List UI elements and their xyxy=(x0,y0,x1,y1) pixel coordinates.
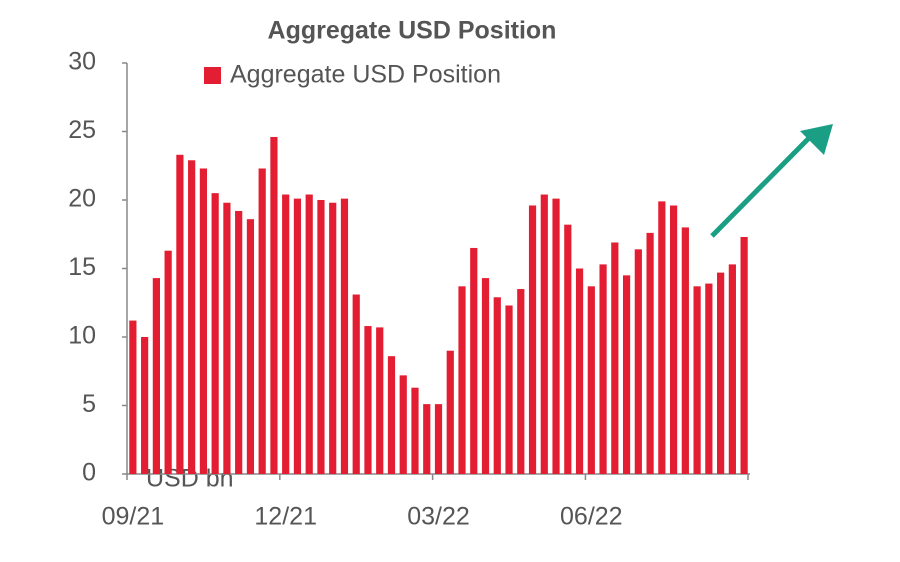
bar xyxy=(246,219,255,474)
chart-title: Aggregate USD Position xyxy=(268,17,557,45)
bar xyxy=(564,224,572,474)
bar xyxy=(517,289,525,474)
y-tick-label: 30 xyxy=(68,48,96,76)
y-tick-label: 0 xyxy=(82,459,96,487)
bar xyxy=(258,168,266,475)
bar xyxy=(658,201,666,474)
bar xyxy=(611,242,619,474)
x-tick-label: 03/22 xyxy=(407,503,470,531)
bar xyxy=(622,275,631,474)
bar xyxy=(152,278,160,474)
bar xyxy=(317,200,325,474)
bar xyxy=(141,337,149,474)
bar xyxy=(340,198,349,474)
bar xyxy=(493,297,501,474)
arrow-head xyxy=(800,124,833,155)
bar xyxy=(693,286,701,474)
y-tick-label: 10 xyxy=(68,322,96,350)
legend-swatch xyxy=(204,67,221,84)
arrow-shaft xyxy=(710,133,814,238)
y-tick-label: 20 xyxy=(68,185,96,213)
x-tick-label: 06/22 xyxy=(560,503,623,531)
bar xyxy=(669,205,678,475)
bar xyxy=(176,154,184,475)
bar xyxy=(481,278,490,474)
bar xyxy=(681,227,689,474)
bar xyxy=(717,272,725,474)
bar xyxy=(599,264,607,474)
bar xyxy=(505,305,513,474)
bar xyxy=(387,356,396,474)
bar xyxy=(411,387,419,474)
bar xyxy=(552,198,560,474)
bar xyxy=(199,168,208,475)
x-tick-label: 09/21 xyxy=(102,503,165,531)
bar xyxy=(470,247,478,474)
bar xyxy=(376,327,384,474)
bar xyxy=(282,194,290,474)
bar xyxy=(364,326,372,474)
bar xyxy=(458,286,466,474)
bar xyxy=(270,136,278,475)
bar xyxy=(129,320,137,474)
bar xyxy=(528,205,537,475)
bar xyxy=(705,283,713,474)
bar xyxy=(423,404,431,474)
legend-label: Aggregate USD Position xyxy=(230,61,501,89)
bar xyxy=(164,250,172,474)
bar xyxy=(740,236,748,474)
bar xyxy=(211,193,219,474)
bar xyxy=(575,268,584,474)
bar xyxy=(587,286,595,474)
trend-arrow xyxy=(710,124,833,238)
y-tick-label: 5 xyxy=(82,390,96,418)
bar xyxy=(540,194,548,474)
bar xyxy=(329,202,337,475)
y-tick-label: 15 xyxy=(68,253,96,281)
x-tick-label: 12/21 xyxy=(254,503,317,531)
bar xyxy=(188,160,196,474)
bar xyxy=(293,198,302,474)
bar xyxy=(305,194,313,474)
bar xyxy=(235,210,243,474)
bar xyxy=(728,264,736,474)
bar xyxy=(446,350,454,474)
bar xyxy=(434,404,443,474)
y-tick-label: 25 xyxy=(68,116,96,144)
bar xyxy=(223,202,231,475)
bar xyxy=(399,375,407,474)
bar xyxy=(646,232,654,474)
bar xyxy=(352,294,360,474)
bar xyxy=(634,249,642,474)
